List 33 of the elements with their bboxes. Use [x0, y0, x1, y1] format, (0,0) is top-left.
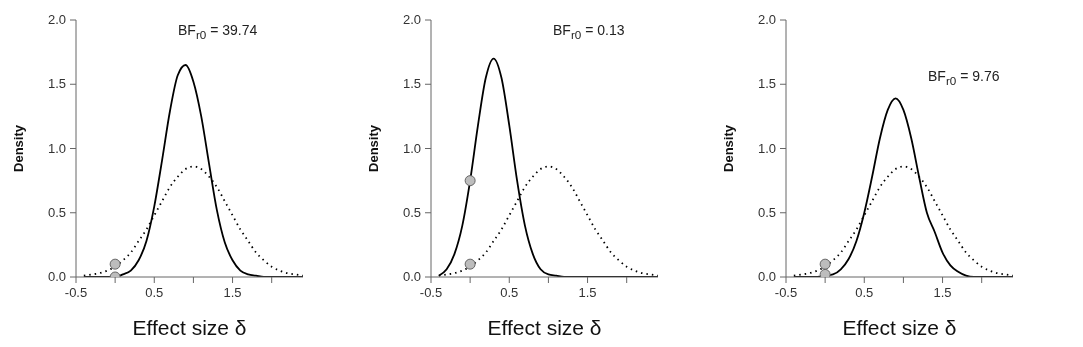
y-tick-label: 1.0 [757, 140, 776, 156]
x-tick-label: -0.5 [64, 285, 88, 300]
y-tick-label: 2.0 [47, 12, 66, 27]
x-tick-label: -0.5 [419, 285, 443, 300]
y-tick-label: 1.0 [402, 140, 421, 156]
y-tick-label: 1.5 [757, 76, 776, 92]
y-tick-label: 0.5 [757, 204, 776, 220]
y-tick-label: 0.0 [47, 269, 66, 284]
y-tick-label: 1.5 [402, 76, 421, 92]
y-tick-label: 0.0 [402, 269, 421, 284]
y-tick-label: 1.5 [47, 76, 66, 92]
x-tick-label: 0.5 [145, 285, 164, 300]
x-axis-title: Effect size δ [487, 316, 602, 339]
x-axis-title: Effect size δ [842, 316, 957, 339]
y-tick-label: 0.0 [757, 269, 776, 284]
annotation: BF$_{r0}$ = 39.74 [178, 22, 258, 41]
y-tick-label: 2.0 [757, 12, 776, 27]
x-tick-label: 1.5 [578, 285, 597, 300]
x-axis-title: Effect size δ [132, 316, 247, 339]
y-tick-label: 2.0 [402, 12, 421, 27]
y-tick-label: 0.5 [47, 204, 66, 220]
x-tick-label: 0.5 [500, 285, 519, 300]
y-tick-label: 1.0 [47, 140, 66, 156]
y-tick-label: 0.5 [402, 204, 421, 220]
annotation: BF$_{r0}$ = 0.13 [553, 22, 625, 41]
y-axis-title: Density [365, 124, 381, 172]
x-tick-label: -0.5 [774, 285, 798, 300]
y-axis-title: Density [10, 124, 26, 172]
x-tick-label: 0.5 [855, 285, 874, 300]
x-tick-label: 1.5 [933, 285, 952, 300]
y-axis-title: Density [720, 124, 736, 172]
annotation: BF$_{r0}$ = 9.76 [928, 68, 1000, 87]
x-tick-label: 1.5 [223, 285, 242, 300]
